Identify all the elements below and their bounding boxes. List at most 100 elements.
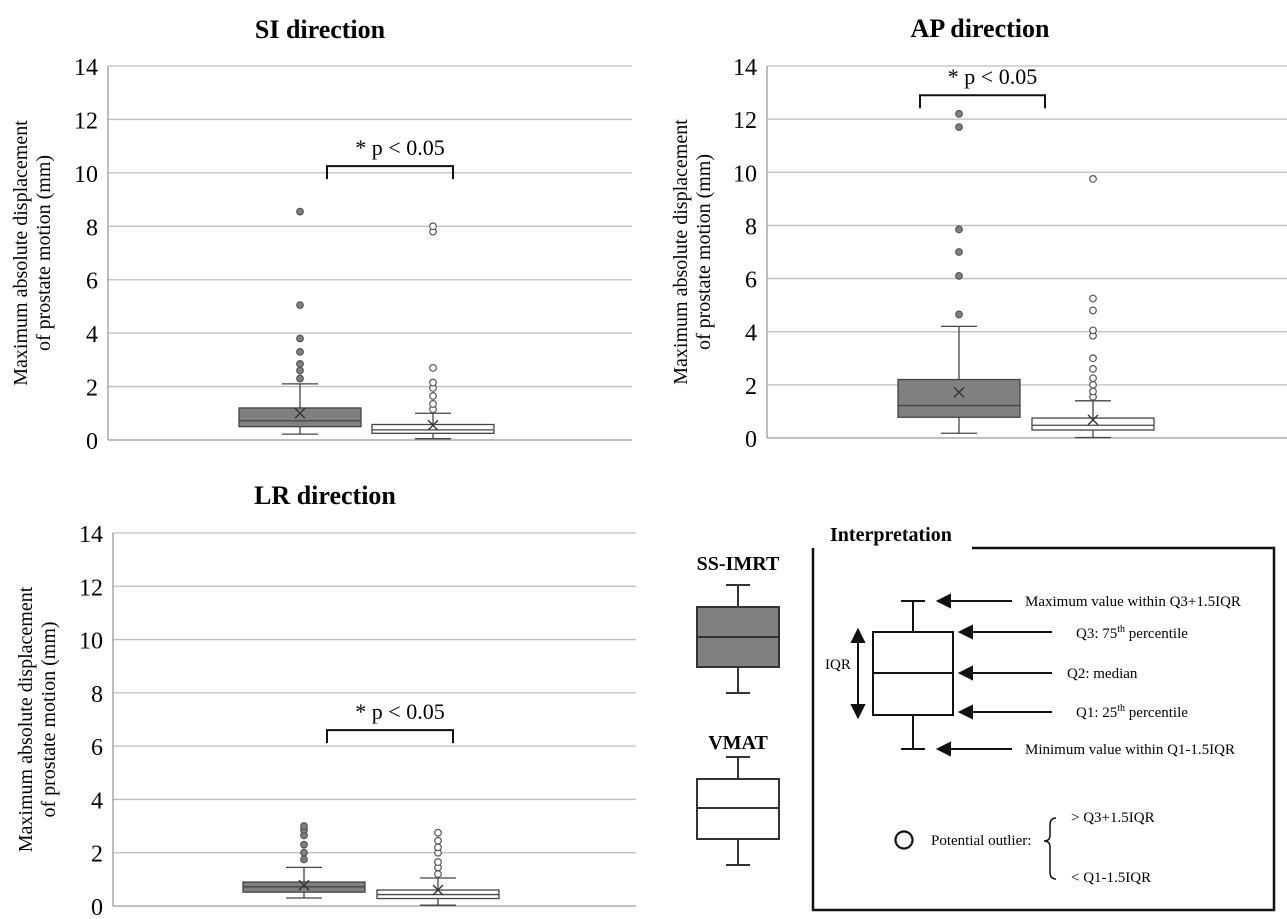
chart-ap-direction: AP direction 0 2 4 6 8 10 12 14 Maximum absolute …: [670, 14, 1287, 453]
outlier-brace: [1043, 817, 1057, 880]
outlier-point: [296, 366, 304, 375]
y-tick-label: 2: [91, 842, 103, 868]
interpretation-frame: [811, 546, 1276, 912]
y-tick-label: 0: [745, 427, 757, 453]
y-tick-label: 0: [86, 429, 98, 455]
box-iqr: [238, 407, 362, 428]
iqr-label: IQR: [825, 657, 851, 673]
significance-bracket: [326, 729, 454, 744]
outlier-point: [1089, 387, 1097, 396]
y-tick-label: 10: [79, 629, 103, 655]
outlier-point: [955, 272, 963, 280]
significance-bracket: [919, 94, 1046, 109]
outlier-point: [429, 222, 437, 231]
y-tick-label: 6: [86, 269, 98, 295]
y-tick-label: 4: [745, 321, 757, 347]
y-tick-label: 12: [733, 108, 757, 134]
outlier-point: [955, 225, 963, 234]
outlier-label: Potential outlier:: [931, 833, 1031, 849]
chart-lr-direction: LR direction 0 2 4 6 8 10 12 14 Maximum absolute …: [15, 481, 636, 919]
y-axis-label: Maximum absolute displacementof prostate…: [670, 119, 715, 385]
y-tick-label: 4: [91, 788, 103, 814]
series-vmat: [371, 222, 495, 440]
outlier-point: [1089, 326, 1097, 335]
outlier-point: [434, 836, 442, 845]
outlier-point: [1089, 354, 1097, 363]
y-tick-label: 12: [79, 575, 103, 601]
significance-bracket: [326, 165, 454, 180]
outlier-symbol: [894, 830, 914, 850]
annotation-min: Minimum value within Q1-1.5IQR: [1025, 742, 1235, 758]
outlier-point: [434, 858, 442, 866]
outlier-point: [1089, 380, 1097, 389]
outlier-point: [434, 843, 442, 852]
outlier-point: [296, 347, 304, 356]
series-ss-imrt: [897, 109, 1021, 434]
outlier-point: [429, 378, 437, 387]
y-tick-label: 14: [74, 55, 98, 81]
annotation-max: Maximum value within Q3+1.5IQR: [1025, 594, 1241, 610]
outlier-point: [1089, 374, 1097, 383]
outlier-point: [296, 374, 304, 383]
y-tick-label: 2: [745, 374, 757, 400]
outlier-point: [429, 392, 437, 400]
outlier-point: [429, 400, 437, 408]
y-tick-label: 4: [86, 322, 98, 348]
y-tick-label: 10: [733, 161, 757, 187]
y-tick-label: 12: [74, 108, 98, 134]
outlier-point: [955, 248, 963, 256]
legend-swatch-vmat: [696, 756, 780, 866]
y-tick-label: 14: [733, 55, 757, 81]
outlier-point: [296, 301, 304, 309]
outlier-point: [1089, 294, 1097, 303]
mean-marker: [294, 407, 306, 419]
mean-marker: [953, 386, 965, 398]
outlier-point: [296, 359, 304, 368]
mean-marker: [298, 879, 310, 891]
y-tick-label: 8: [91, 682, 103, 708]
outlier-point: [429, 363, 437, 372]
box-iqr: [1031, 417, 1155, 431]
y-tick-label: 0: [91, 895, 103, 919]
box-iqr: [897, 378, 1021, 418]
mean-marker: [1087, 414, 1099, 426]
y-tick-label: 8: [745, 214, 757, 240]
mean-marker: [432, 884, 444, 896]
chart-panels: SI direction 0 2 4 6 8 10 12 14 Maximum absolute …: [10, 14, 1287, 919]
outlier-point: [296, 207, 304, 216]
mean-marker: [427, 419, 439, 431]
chart-si-direction: SI direction 0 2 4 6 8 10 12 14 Maximum absolute …: [10, 15, 632, 455]
outlier-point: [296, 334, 304, 343]
y-tick-label: 6: [745, 268, 757, 294]
outlier-upper: > Q3+1.5IQR: [1071, 810, 1155, 826]
annotation-arrows: [935, 593, 1052, 757]
outlier-point: [434, 870, 442, 878]
interpretation-title: Interpretation: [830, 524, 952, 546]
series-vmat: [1031, 175, 1155, 439]
significance-label: * p < 0.05: [355, 699, 444, 724]
annotation-q1: Q1: 25th percentile: [1076, 703, 1188, 721]
chart-title: AP direction: [911, 14, 1050, 43]
outlier-point: [300, 840, 308, 849]
interpretation-panel: Interpretation IQR Maximum value within …: [811, 524, 1276, 912]
outlier-lower: < Q1-1.5IQR: [1071, 870, 1151, 886]
example-boxplot: [872, 600, 954, 750]
y-axis-label: Maximum absolute displacementof prostate…: [10, 120, 55, 386]
annotation-q2: Q2: median: [1067, 666, 1138, 682]
legend-label-ss-imrt: SS-IMRT: [697, 553, 780, 575]
y-tick-label: 8: [86, 215, 98, 241]
outlier-point: [955, 123, 963, 132]
y-axis-label: Maximum absolute displacementof prostate…: [15, 586, 60, 852]
y-tick-label: 2: [86, 376, 98, 402]
series-ss-imrt: [242, 822, 366, 899]
y-tick-label: 10: [74, 162, 98, 188]
significance-label: * p < 0.05: [355, 135, 444, 160]
outlier-point: [1089, 175, 1097, 183]
y-tick-label: 14: [79, 522, 103, 548]
series-ss-imrt: [238, 207, 362, 435]
legend-label-vmat: VMAT: [708, 732, 768, 754]
outlier-point: [1089, 365, 1097, 373]
significance-label: * p < 0.05: [948, 64, 1037, 89]
legend: SS-IMRT VMAT: [696, 553, 780, 866]
